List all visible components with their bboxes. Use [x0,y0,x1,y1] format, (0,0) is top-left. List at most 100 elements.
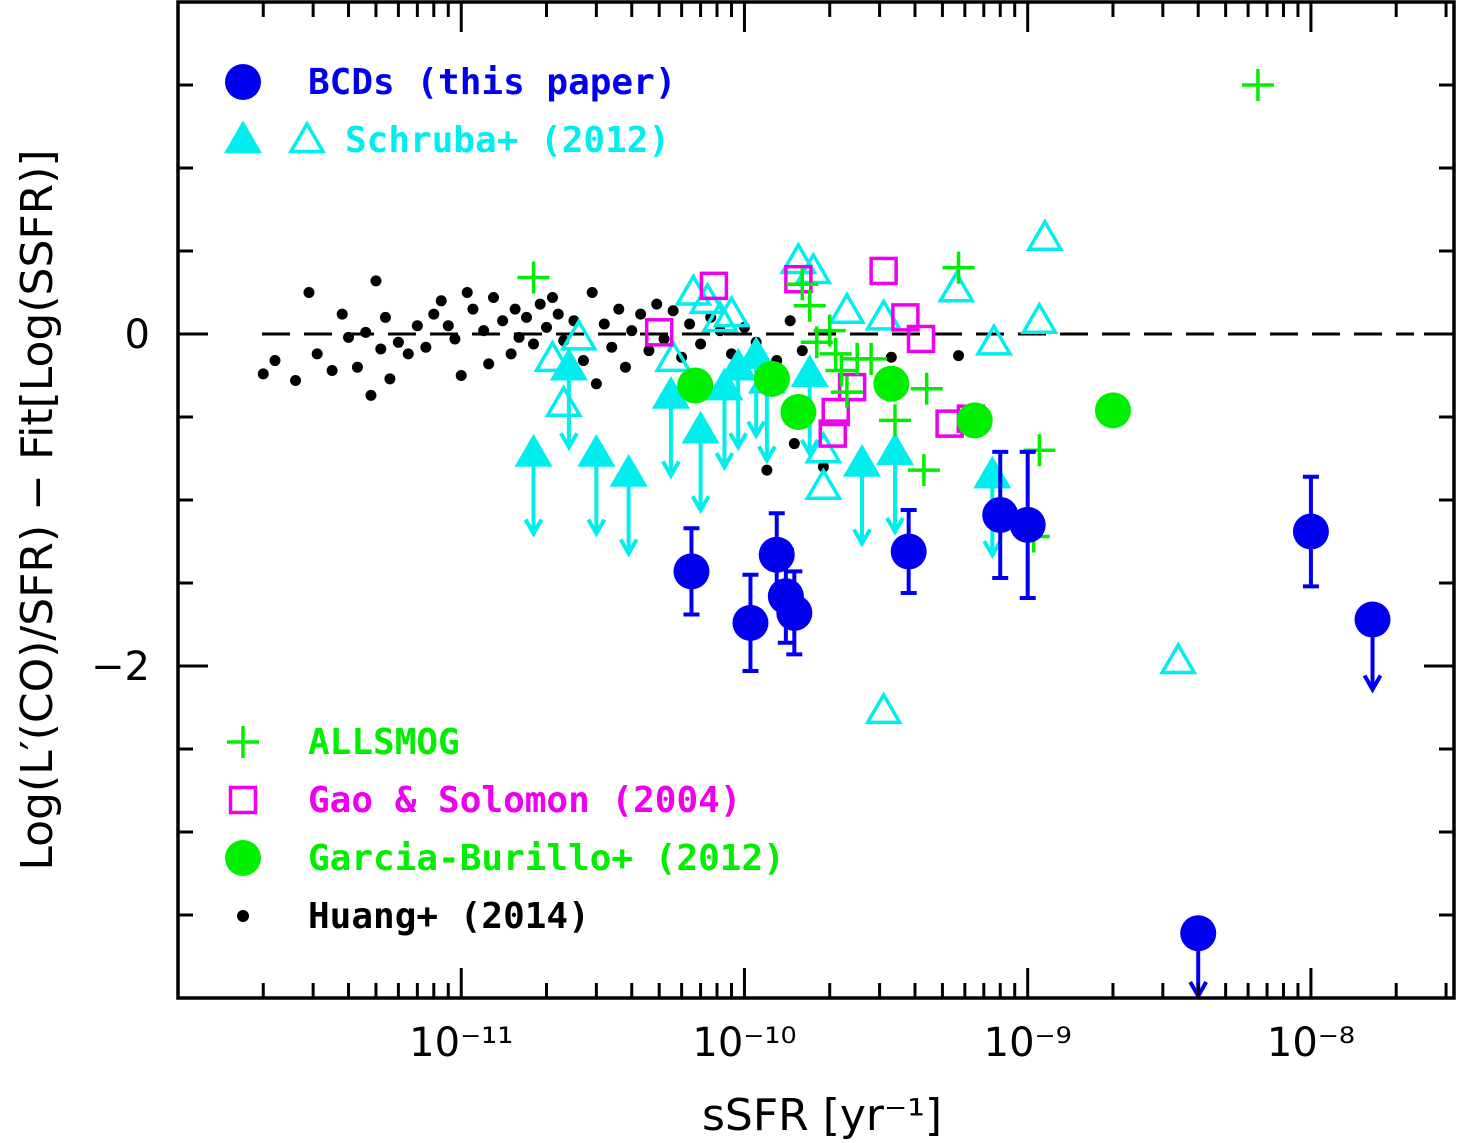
schruba-2012-detections-arrow [885,461,905,536]
allsmog-point [910,372,943,405]
huang-2014-point [684,318,696,330]
schruba-2012-detections-arrow-head [661,460,681,480]
schruba-2012-detections-arrow [757,390,777,465]
schruba-2012-upper-limits-point [1025,218,1064,251]
schruba-2012-upper-limits-point [864,691,903,725]
bcds-this-paper-point [890,533,927,570]
y-tick-label: −2 [91,644,150,690]
huang-2014-point [528,338,540,350]
schruba-2012-detections-arrow-head [746,420,766,440]
schruba-2012-detections-arrow [661,405,681,480]
huang-2014-point [577,355,589,367]
schruba-2012-upper-limits-point [1020,301,1059,334]
bcds-this-paper-point [776,594,813,631]
huang-2014-point [651,298,663,310]
schruba-2012-detections-arrow-head [586,518,607,538]
huang-2014-point [534,298,546,310]
bcds-this-paper-point [732,604,769,641]
schruba-2012-detections-arrow [690,440,711,515]
schruba-2012-detections-point [609,453,648,487]
garcia-burillo-2012-point [677,367,714,404]
legend-label: ALLSMOG [308,722,460,763]
schruba-2012-detections-point [514,434,553,467]
schruba-2012-detections-arrow [559,377,579,452]
gao-solomon-2004-point [837,372,867,402]
schruba-2012-upper-limits-point [794,251,833,285]
legend-open-triangle-icon [287,120,327,154]
legend-item: Huang+ (2014) [237,896,590,937]
huang-2014-point [290,374,302,386]
bcds-this-paper-point [982,496,1019,533]
huang-2014-point [379,311,391,323]
y-axis-title: Log(L′(CO)/SFR) − Fit[Log(SSFR)] [12,149,63,870]
huang-2014-point [552,308,564,320]
huang-2014-point [351,361,363,373]
schruba-2012-upper-limits-series [533,218,1198,725]
huang-2014-point [817,461,829,473]
schruba-2012-upper-limits-point [937,269,976,303]
huang-2014-point [435,295,447,307]
gao-solomon-2004-point [891,303,920,332]
huang-2014-point [336,308,348,320]
x-tick-label: 10⁻¹¹ [409,1020,513,1066]
legend-item: Schruba+ (2012) [223,120,670,161]
allsmog-series [517,69,1274,553]
schruba-2012-detections-point [577,434,616,467]
schruba-2012-detections-arrow-head [852,528,872,548]
allsmog-point [830,376,863,409]
x-tick-label: 10⁻¹⁰ [692,1020,796,1066]
huang-2014-point [370,275,382,287]
legend-marker-icon [225,64,261,100]
huang-2014-point [392,336,404,348]
schruba-2012-upper-limits-point [827,291,866,325]
schruba-2012-upper-limits-point [712,294,751,328]
huang-2014-point [643,345,655,357]
legend-marker-icon [237,910,249,922]
huang-2014-point [513,331,525,343]
huang-2014-point [375,343,387,355]
huang-2014-point [360,326,372,338]
huang-2014-point [483,358,495,370]
allsmog-point [878,404,911,437]
huang-2014-point [343,331,355,343]
schruba-2012-upper-limits-point [533,339,572,373]
huang-2014-point [455,370,467,381]
schruba-2012-upper-limits-point [544,384,583,417]
huang-2014-point [411,320,423,332]
bcds-this-paper-point [673,553,710,590]
gao-solomon-2004-point [906,324,936,354]
schruba-2012-detections-arrow [523,463,544,538]
huang-2014-point [449,333,461,345]
legend-item: ALLSMOG [227,722,460,763]
bcds-this-paper-point [1292,513,1329,550]
schruba-2012-detections-series [514,336,1012,560]
huang-2014-point [788,438,800,450]
schruba-2012-detections-arrow-head [982,540,1003,560]
legend-label: BCDs (this paper) [308,62,676,103]
bcds-this-paper-point [1180,915,1217,952]
legend-filled-triangle-icon [223,120,263,154]
legend-item: BCDs (this paper) [225,62,676,103]
schruba-2012-upper-limits-point [974,322,1013,356]
garcia-burillo-2012-point [753,360,790,397]
huang-2014-point [505,348,517,360]
schruba-2012-detections-arrow [618,483,639,558]
schruba-2012-detections-point [681,410,720,444]
huang-2014-point [658,333,670,345]
gao-solomon-2004-point [699,271,729,301]
bcds-this-paper-point [1354,601,1391,638]
huang-2014-point [635,308,647,320]
schruba-2012-detections-arrow [728,377,748,452]
huang-2014-point [488,291,500,303]
huang-2014-point [461,287,473,298]
legend-label: Huang+ (2014) [308,896,590,937]
legend-marker-icon [225,840,261,876]
huang-2014-point [428,308,440,320]
bcds-this-paper-arrow-head [1362,674,1383,694]
allsmog-point [907,454,940,487]
garcia-burillo-2012-point [1094,392,1131,429]
schruba-2012-upper-limits-point [804,467,843,500]
garcia-burillo-2012-series [677,360,1131,439]
huang-2014-point [695,338,707,350]
